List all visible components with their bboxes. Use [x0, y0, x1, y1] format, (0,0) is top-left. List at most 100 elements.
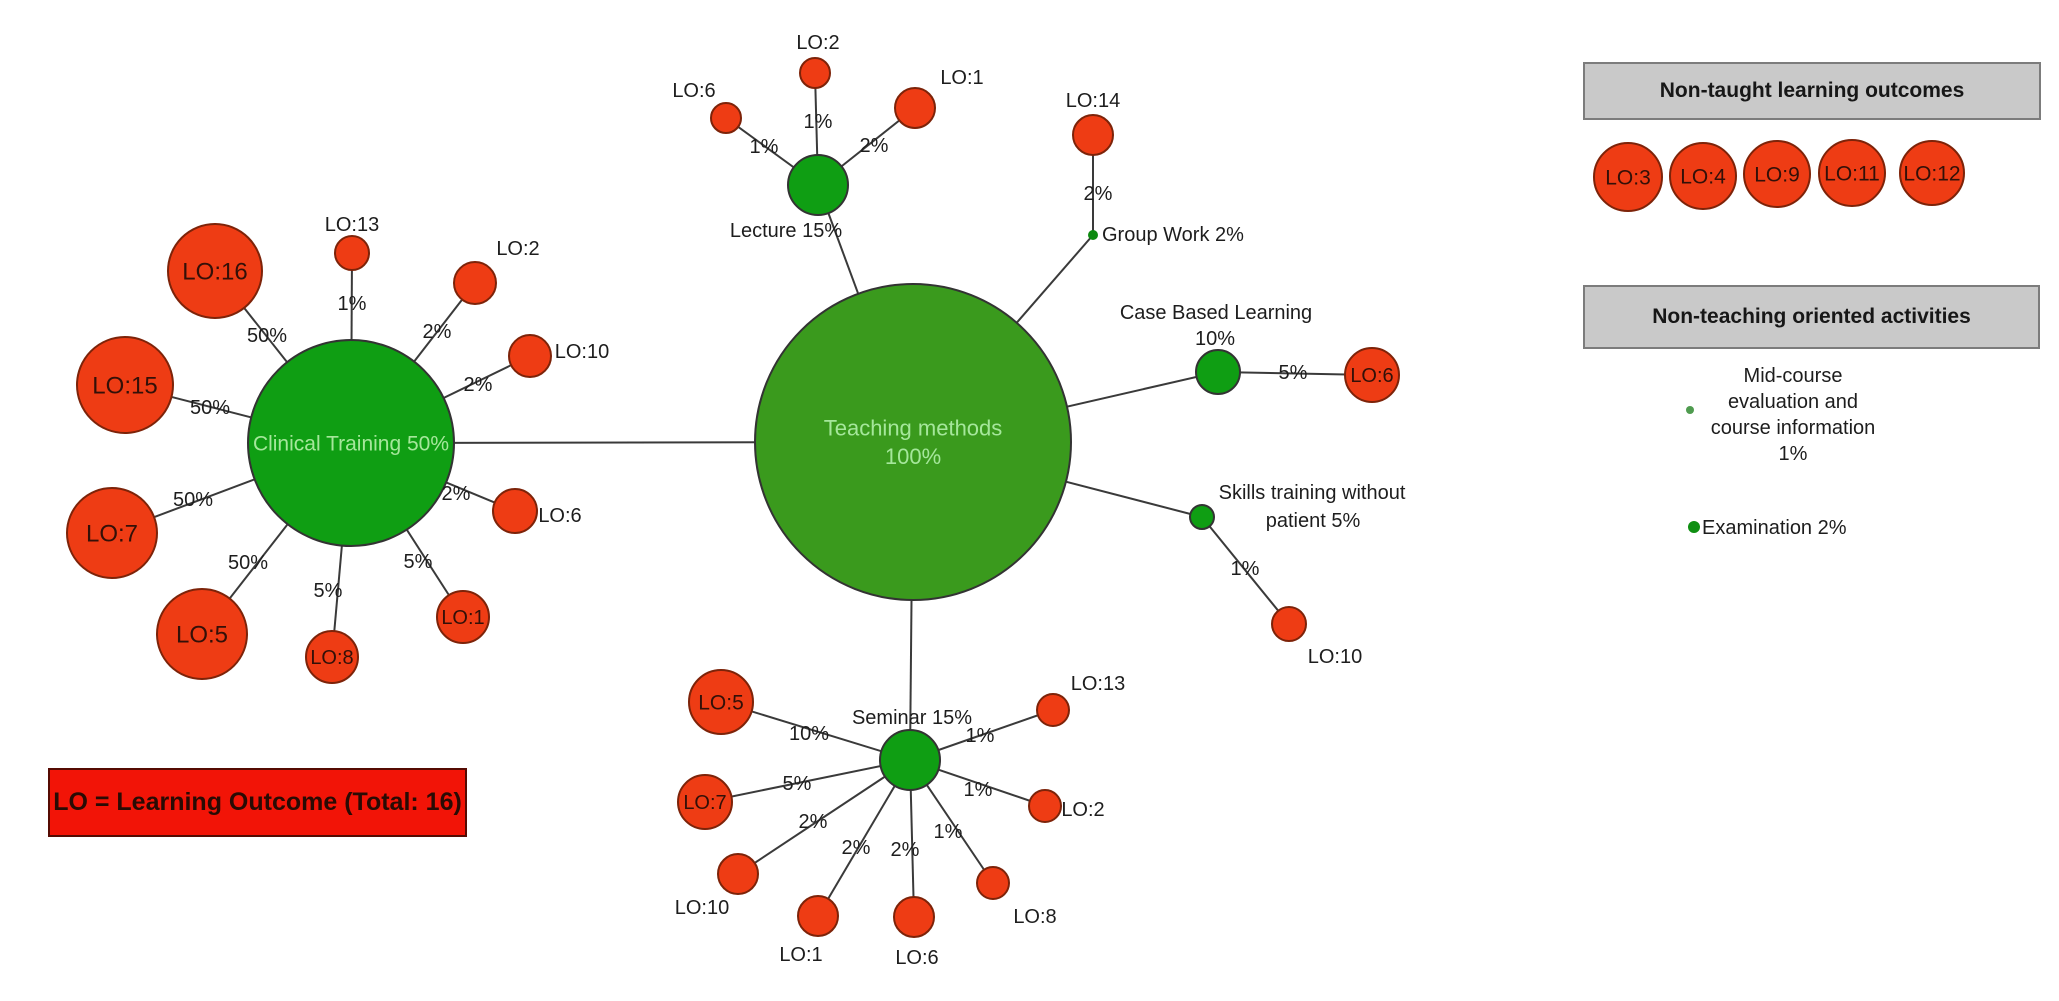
- diagram-label-1: LO:2: [496, 238, 539, 260]
- node-lecture: [787, 154, 849, 216]
- edge-seminar-m10: [737, 759, 911, 875]
- diagram-label-11: 10%: [1195, 328, 1235, 350]
- edge-percent-label-clinical-c5: 50%: [228, 552, 268, 574]
- node-label-lo12: LO:12: [1903, 162, 1960, 185]
- node-g14: [1072, 114, 1114, 156]
- non-taught-legend-header: Non-taught learning outcomes: [1583, 62, 2041, 120]
- diagram-label-12: Skills training without: [1219, 482, 1406, 504]
- learning-outcome-note-box: LO = Learning Outcome (Total: 16): [48, 768, 467, 837]
- edge-skills-s10: [1201, 516, 1290, 625]
- non-teaching-legend-title: Non-teaching oriented activities: [1652, 305, 1971, 328]
- node-c16: [167, 223, 263, 319]
- node-m6: [893, 896, 935, 938]
- node-skills: [1189, 504, 1215, 530]
- node-l2: [799, 57, 831, 89]
- diagram-label-4: LO:6: [672, 80, 715, 102]
- diagram-label-17: LO:1: [779, 944, 822, 966]
- edge-percent-label-skills-s10: 1%: [1231, 558, 1260, 580]
- node-lo11: [1818, 139, 1886, 207]
- node-label-c15: LO:15: [92, 372, 157, 399]
- node-l6: [710, 102, 742, 134]
- node-teaching: [754, 283, 1072, 601]
- node-m13: [1036, 693, 1070, 727]
- node-m10: [717, 853, 759, 895]
- edge-percent-label-seminar-m1: 2%: [842, 837, 871, 859]
- node-label-teaching: Teaching methods: [824, 416, 1003, 441]
- diagram-label-13: patient 5%: [1266, 510, 1361, 532]
- node-label-m7: LO:7: [683, 792, 726, 814]
- node-m8: [976, 866, 1010, 900]
- node-label-c1: LO:1: [441, 607, 484, 629]
- mid-course-dot-icon: [1686, 406, 1694, 414]
- edge-percent-label-lecture-l1: 2%: [860, 135, 889, 157]
- mid-course-evaluation-item: Mid-course evaluation and course informa…: [1653, 363, 1933, 467]
- edge-percent-label-clinical-c1: 5%: [404, 551, 433, 573]
- node-lo9: [1743, 140, 1811, 208]
- edge-percent-label-seminar-m13: 1%: [966, 725, 995, 747]
- node-l1: [894, 87, 936, 129]
- node-label-c16: LO:16: [182, 258, 247, 285]
- node-clinical: [247, 339, 455, 547]
- mid-course-line-3: course information: [1710, 417, 1876, 439]
- node-lo4: [1669, 142, 1737, 210]
- node-c1: [436, 590, 490, 644]
- node-label-lo4: LO:4: [1680, 165, 1726, 188]
- node-cbl: [1195, 349, 1241, 395]
- node-label-clinical: Clinical Training 50%: [253, 432, 449, 455]
- diagram-label-5: LO:2: [796, 32, 839, 54]
- edge-percent-label-seminar-m5: 10%: [789, 723, 829, 745]
- edge-percent-label-cbl-b6: 5%: [1279, 362, 1308, 384]
- diagram-label-14: LO:10: [1308, 646, 1362, 668]
- diagram-label-15: Seminar 15%: [852, 707, 972, 729]
- node-label-m5: LO:5: [698, 691, 744, 714]
- examination-label: Examination 2%: [1702, 517, 1847, 539]
- node-label-teaching: 100%: [885, 444, 941, 469]
- node-c13: [334, 235, 370, 271]
- diagram-label-0: LO:13: [325, 214, 379, 236]
- node-label-lo9: LO:9: [1754, 163, 1800, 186]
- edge-percent-label-clinical-c8: 5%: [314, 580, 343, 602]
- mid-course-percent: 1%: [1778, 443, 1808, 465]
- edge-percent-label-seminar-m6: 2%: [891, 839, 920, 861]
- mid-course-line-2: evaluation and: [1727, 391, 1859, 413]
- node-c8: [305, 630, 359, 684]
- learning-outcome-note-text: LO = Learning Outcome (Total: 16): [53, 788, 462, 816]
- diagram-label-20: LO:2: [1061, 799, 1104, 821]
- node-c10: [508, 334, 552, 378]
- examination-dot-icon: [1688, 521, 1700, 533]
- edge-percent-label-clinical-c10: 2%: [464, 374, 493, 396]
- diagram-label-18: LO:6: [895, 947, 938, 969]
- node-label-b6: LO:6: [1350, 365, 1393, 387]
- diagram-label-19: LO:8: [1013, 906, 1056, 928]
- diagram-label-21: LO:13: [1071, 673, 1125, 695]
- diagram-label-10: Case Based Learning: [1120, 302, 1312, 324]
- edge-percent-label-clinical-c6: 2%: [442, 483, 471, 505]
- mid-course-line-1: Mid-course: [1743, 365, 1843, 387]
- node-label-c5: LO:5: [176, 621, 228, 648]
- diagram-label-16: LO:10: [675, 897, 729, 919]
- edge-percent-label-clinical-c13: 1%: [338, 293, 367, 315]
- node-c15: [76, 336, 174, 434]
- node-m1: [797, 895, 839, 937]
- edge-percent-label-lecture-l6: 1%: [750, 136, 779, 158]
- node-c2: [453, 261, 497, 305]
- node-c6: [492, 488, 538, 534]
- node-m7: [677, 774, 733, 830]
- edge-percent-label-clinical-c2: 2%: [423, 321, 452, 343]
- node-groupwork: [1088, 230, 1098, 240]
- node-b6: [1344, 347, 1400, 403]
- node-label-c8: LO:8: [310, 647, 353, 669]
- node-s10: [1271, 606, 1307, 642]
- edge-percent-label-seminar-m10: 2%: [799, 811, 828, 833]
- edge-percent-label-lecture-l2: 1%: [804, 111, 833, 133]
- node-label-c7: LO:7: [86, 520, 138, 547]
- node-lo3: [1593, 142, 1663, 212]
- node-label-lo3: LO:3: [1605, 166, 1651, 189]
- non-taught-legend-title: Non-taught learning outcomes: [1659, 79, 1965, 102]
- diagram-label-2: LO:10: [555, 341, 609, 363]
- edge-percent-label-seminar-m7: 5%: [783, 773, 812, 795]
- diagram-label-9: Group Work 2%: [1102, 224, 1244, 246]
- edge-percent-label-seminar-m8: 1%: [934, 821, 963, 843]
